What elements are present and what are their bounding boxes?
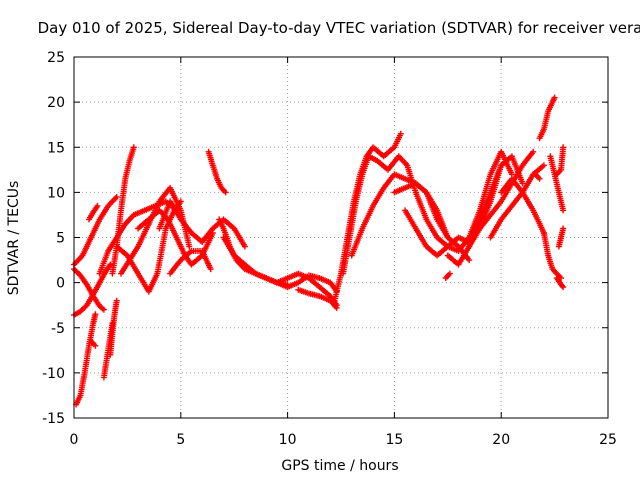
x-tick-label: 15 <box>385 432 403 448</box>
series-track-09 <box>86 202 101 223</box>
data-point-plus <box>130 144 137 151</box>
data-point-plus <box>560 284 567 291</box>
series-track-38 <box>442 270 453 282</box>
x-tick-label: 5 <box>176 432 185 448</box>
series-track-37 <box>555 225 567 250</box>
data-point-plus <box>92 311 99 318</box>
series-track-10 <box>88 338 99 349</box>
series-track-11 <box>113 198 184 295</box>
y-tick-label: -10 <box>42 366 65 382</box>
y-tick-label: 10 <box>47 185 65 201</box>
data-point-plus <box>207 266 214 273</box>
data-point-plus <box>560 144 567 151</box>
y-tick-label: 0 <box>56 276 65 292</box>
series-track-27 <box>412 148 515 254</box>
data-point-plus <box>551 94 558 101</box>
data-point-plus <box>446 270 453 277</box>
series-track-16 <box>205 148 229 196</box>
data-point-plus <box>113 193 120 200</box>
data-point-plus <box>186 243 193 250</box>
x-tick-label: 0 <box>70 432 79 448</box>
y-tick-label: -5 <box>51 321 65 337</box>
x-tick-label: 25 <box>599 432 617 448</box>
x-axis-label: GPS time / hours <box>281 458 398 474</box>
x-tick-label: 10 <box>279 432 297 448</box>
data-point-plus <box>92 342 99 349</box>
data-point-plus <box>113 297 120 304</box>
series-track-33 <box>540 230 564 282</box>
data-points <box>71 94 567 408</box>
y-tick-label: 5 <box>56 231 65 247</box>
series-track-34 <box>547 153 567 214</box>
y-tick-label: 25 <box>47 50 65 66</box>
data-point-plus <box>536 175 543 182</box>
series-track-04 <box>71 193 120 268</box>
series-track-21 <box>295 286 340 311</box>
series-track-07 <box>107 297 120 358</box>
data-point-plus <box>519 180 526 187</box>
series-track-39 <box>532 171 543 182</box>
series-track-17 <box>216 216 291 288</box>
series-track-32 <box>536 94 558 142</box>
data-point-plus <box>333 304 340 311</box>
series-track-14 <box>156 198 248 250</box>
data-point-plus <box>222 189 229 196</box>
data-point-plus <box>94 202 101 209</box>
series-track-15 <box>167 248 214 277</box>
axis-ticks: 0 5 10 15 20 25 -15 -10 -5 0 5 10 15 20 25 <box>42 50 617 448</box>
data-point-plus <box>397 130 404 137</box>
data-point-plus <box>241 243 248 250</box>
y-tick-label: 15 <box>47 140 65 156</box>
y-tick-label: -15 <box>42 411 65 427</box>
data-point-plus <box>540 162 547 169</box>
data-point-plus <box>466 257 473 264</box>
series-track-36 <box>553 275 567 291</box>
x-tick-label: 20 <box>492 432 510 448</box>
y-tick-label: 20 <box>47 95 65 111</box>
data-point-plus <box>560 207 567 214</box>
grid-lines <box>74 57 608 418</box>
data-point-plus <box>530 148 537 155</box>
series-track-20 <box>284 272 340 295</box>
series-track-08 <box>109 144 137 277</box>
series-track-02 <box>71 261 114 319</box>
chart-title: Day 010 of 2025, Sidereal Day-to-day VTE… <box>38 19 640 37</box>
y-axis-label: SDTVAR / TECUs <box>6 181 22 296</box>
data-point-plus <box>100 306 107 313</box>
series-track-03 <box>73 311 99 408</box>
data-point-plus <box>560 225 567 232</box>
series-track-35 <box>553 144 567 178</box>
